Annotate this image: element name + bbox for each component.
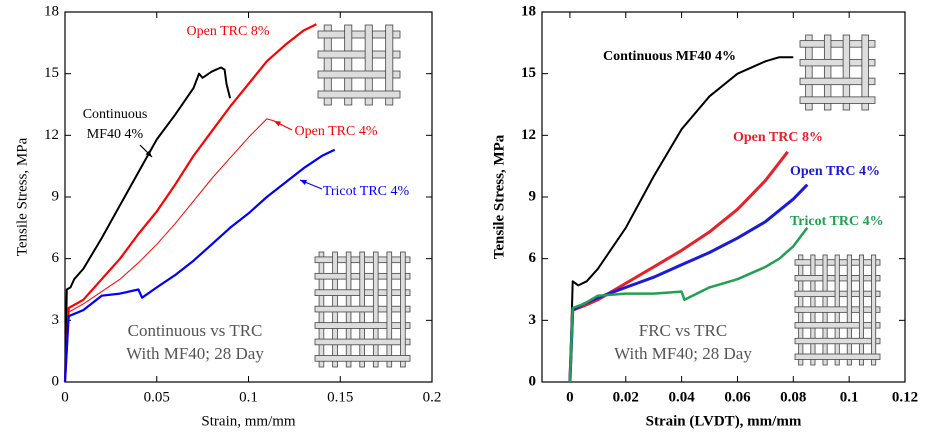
annotation: FRC vs TRC <box>639 321 728 340</box>
x-tick-label: 0.02 <box>613 389 639 405</box>
mesh-decoration <box>385 24 394 106</box>
mesh-decoration <box>794 306 881 313</box>
series-line <box>64 118 275 383</box>
x-tick-label: 0.05 <box>144 389 170 405</box>
mesh-decoration <box>794 337 881 345</box>
mesh-decoration <box>400 251 406 368</box>
series-label: Open TRC 8% <box>187 24 270 39</box>
x-tick-label: 0 <box>61 389 69 405</box>
y-tick-label: 12 <box>44 127 59 143</box>
series-label: Open TRC 4% <box>295 124 378 139</box>
mesh-decoration <box>861 34 869 111</box>
x-tick-label: 0.08 <box>780 389 806 405</box>
y-tick-label: 9 <box>529 188 537 204</box>
mesh-decoration <box>314 338 411 346</box>
series-label: Open TRC 8% <box>733 130 823 145</box>
mesh-decoration <box>858 254 865 366</box>
mesh-decoration <box>323 24 332 106</box>
y-tick-label: 3 <box>529 312 537 328</box>
mesh-decoration <box>799 96 876 104</box>
mesh-decoration <box>805 34 813 111</box>
y-tick-label: 0 <box>529 373 537 389</box>
annotation: With MF40; 28 Day <box>614 344 752 363</box>
mesh-decoration <box>317 50 401 59</box>
x-tick-label: 0.15 <box>327 389 353 405</box>
series-line <box>568 56 794 383</box>
x-tick-label: 0.1 <box>239 389 258 405</box>
y-tick-label: 18 <box>521 3 536 19</box>
annotation: Continuous vs TRC <box>128 321 263 340</box>
x-tick-label: 0.12 <box>892 389 918 405</box>
x-axis-label: Strain (LVDT), mm/mm <box>646 413 802 429</box>
series-label: Open TRC 4% <box>790 164 880 179</box>
mesh-decoration <box>823 34 832 111</box>
mesh-decoration <box>317 30 401 39</box>
series-line <box>63 148 336 383</box>
y-axis-label: Tensile Stress, MPa <box>491 134 507 259</box>
label-arrowhead <box>274 121 281 127</box>
mesh-decoration <box>799 77 876 86</box>
x-tick-label: 0.1 <box>840 389 859 405</box>
mesh-decoration <box>344 24 353 106</box>
series-line <box>568 227 809 383</box>
y-tick-label: 0 <box>52 373 60 389</box>
mesh-decoration <box>386 251 393 368</box>
label-arrowhead <box>145 150 152 157</box>
series-label: Tricot TRC 4% <box>323 184 410 199</box>
mesh-decoration <box>314 322 411 329</box>
series-label: Continuous MF40 4% <box>83 107 148 142</box>
x-tick-label: 0.06 <box>724 389 751 405</box>
mesh-decoration <box>794 322 881 329</box>
mesh-decoration <box>314 355 411 362</box>
label-arrowhead <box>300 179 307 185</box>
mesh-decoration <box>317 90 401 99</box>
y-tick-label: 15 <box>521 65 536 81</box>
mesh-decoration <box>317 70 401 79</box>
mesh-decoration <box>372 251 379 368</box>
y-tick-label: 3 <box>52 312 60 328</box>
y-axis-label: Tensile Stress, MPa <box>14 137 30 256</box>
y-tick-label: 18 <box>44 3 59 19</box>
x-tick-label: 0.04 <box>668 389 695 405</box>
mesh-decoration <box>794 353 881 360</box>
x-axis-label: Strain, mm/mm <box>201 413 296 429</box>
y-tick-label: 12 <box>521 127 536 143</box>
y-tick-label: 9 <box>52 188 60 204</box>
mesh-decoration <box>799 58 876 67</box>
y-tick-label: 6 <box>529 250 537 266</box>
series-line <box>63 23 317 383</box>
series-line <box>64 66 232 383</box>
mesh-decoration <box>871 254 877 366</box>
mesh-decoration <box>842 34 851 111</box>
y-tick-label: 6 <box>52 250 60 266</box>
x-tick-label: 0.2 <box>423 389 442 405</box>
series-label: Tricot TRC 4% <box>790 214 884 229</box>
series-label: Continuous MF40 4% <box>603 49 736 64</box>
mesh-decoration <box>799 40 876 48</box>
mesh-decoration <box>846 254 852 366</box>
mesh-decoration <box>364 24 373 106</box>
annotation: With MF40; 28 Day <box>126 344 264 363</box>
mesh-decoration <box>314 305 411 313</box>
x-tick-label: 0 <box>566 389 574 405</box>
y-tick-label: 15 <box>44 65 59 81</box>
